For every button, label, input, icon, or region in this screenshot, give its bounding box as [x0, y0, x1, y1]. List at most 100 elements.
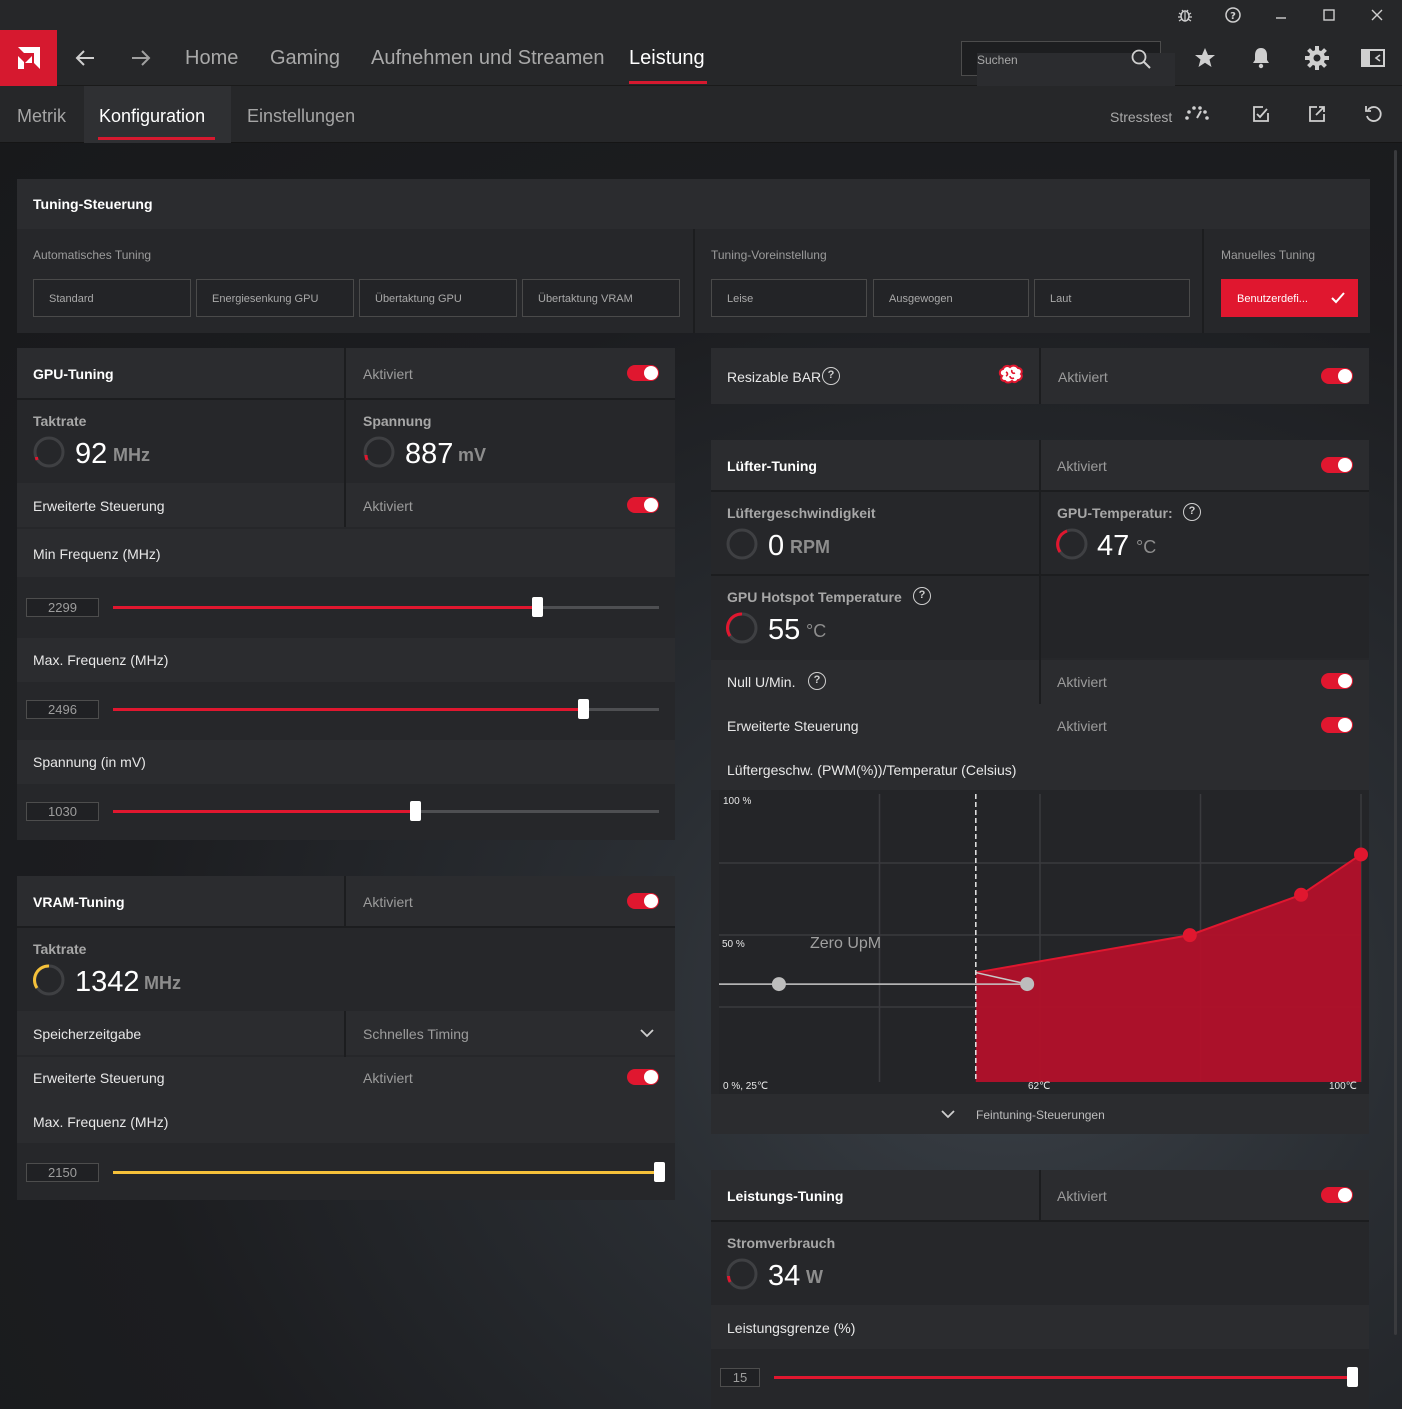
min-freq-slider[interactable] [113, 597, 659, 617]
voltage-slider-value[interactable]: 1030 [26, 802, 99, 821]
voltage-slider[interactable] [113, 801, 659, 821]
fine-tuning-row[interactable] [711, 1094, 1369, 1134]
search-icon[interactable] [1130, 48, 1152, 75]
star-icon[interactable] [1188, 41, 1222, 75]
divider [1039, 348, 1041, 404]
memory-timing-label: Speicherzeitgabe [33, 1026, 142, 1042]
gear-icon[interactable] [1300, 41, 1334, 75]
sidebar-toggle-icon[interactable] [1356, 41, 1390, 75]
power-limit-slider[interactable] [774, 1367, 1358, 1387]
chevron-down-icon[interactable] [940, 1108, 956, 1120]
hotspot-value: 55 [768, 614, 801, 646]
max-freq-value[interactable]: 2496 [26, 700, 99, 719]
preset-loud-button[interactable]: Laut [1034, 279, 1190, 317]
gpu-temp-help-icon[interactable]: ? [1183, 503, 1201, 521]
zero-rpm-point-1[interactable] [771, 977, 786, 992]
tab-metrik[interactable]: Metrik [17, 106, 66, 126]
vram-max-freq-slider[interactable] [113, 1162, 665, 1182]
zero-rpm-status: Aktiviert [1057, 674, 1107, 690]
scrollbar[interactable] [1394, 150, 1397, 1335]
speedometer-icon[interactable] [1183, 104, 1211, 127]
preset-quiet-button[interactable]: Leise [711, 279, 867, 317]
tab-einstellungen[interactable]: Einstellungen [247, 106, 356, 126]
gpu-advanced-toggle[interactable] [627, 497, 659, 513]
stresstest-label[interactable]: Stresstest [1110, 109, 1173, 125]
bug-icon[interactable] [1165, 0, 1205, 30]
power-limit-thumb[interactable] [1347, 1367, 1358, 1387]
max-freq-slider[interactable] [113, 699, 659, 719]
bell-icon[interactable] [1244, 41, 1278, 75]
minimize-icon[interactable] [1261, 0, 1301, 30]
power-tuning-toggle[interactable] [1321, 1187, 1353, 1203]
empty-cell [1041, 576, 1369, 658]
memory-timing-row [17, 1011, 675, 1055]
min-freq-row [17, 529, 675, 577]
hotspot-help-icon[interactable]: ? [913, 587, 931, 605]
vram-clock-gauge-icon [33, 964, 65, 996]
divider [344, 876, 346, 926]
vram-advanced-toggle[interactable] [627, 1069, 659, 1085]
min-freq-value[interactable]: 2299 [26, 598, 99, 617]
forward-arrow-icon[interactable] [113, 30, 169, 86]
tab-home[interactable]: Home [185, 47, 239, 69]
fan-curve-chart[interactable]: Zero UpM 100 % 50 % 0 %, 25℃ 62℃ 100℃ [719, 790, 1369, 1094]
fan-advanced-row [711, 704, 1369, 748]
fan-advanced-toggle[interactable] [1321, 717, 1353, 733]
rebar-help-icon[interactable]: ? [822, 367, 840, 385]
tab-aufnehmen[interactable]: Aufnehmen und Streamen [371, 47, 605, 69]
tab-leistung[interactable]: Leistung [629, 47, 705, 69]
max-freq-thumb[interactable] [578, 699, 590, 719]
zero-rpm-toggle[interactable] [1321, 673, 1353, 689]
fan-curve-label: Lüftergeschw. (PWM(%))/Temperatur (Celsi… [727, 762, 1017, 778]
help-icon[interactable]: ? [1213, 0, 1253, 30]
vram-tuning-panel: VRAM-Tuning Aktiviert Taktrate 1342 MHz … [17, 876, 675, 1200]
divider [693, 229, 695, 333]
preset-balanced-button[interactable]: Ausgewogen [873, 279, 1029, 317]
amd-logo-icon[interactable] [0, 30, 57, 86]
hotspot-gauge-icon [726, 612, 758, 644]
zero-rpm-help-icon[interactable]: ? [808, 672, 826, 690]
search-input[interactable]: Suchen [961, 41, 1175, 103]
y-tick-0: 0 %, 25℃ [723, 1081, 768, 1092]
max-freq-fill [113, 708, 584, 711]
vram-clock-label: Taktrate [33, 941, 87, 957]
fan-curve-point-1[interactable] [1182, 928, 1197, 943]
reset-icon[interactable] [1363, 104, 1383, 129]
vram-max-freq-value[interactable]: 2150 [26, 1163, 99, 1182]
fan-curve-row [711, 748, 1369, 790]
export-profile-icon[interactable] [1307, 104, 1327, 129]
maximize-icon[interactable] [1309, 0, 1349, 30]
vram-tuning-title: VRAM-Tuning [33, 894, 125, 910]
power-limit-value[interactable]: 15 [720, 1368, 760, 1387]
sub-navigation: Metrik Konfiguration Einstellungen Stres… [0, 86, 1402, 143]
auto-power-save-button[interactable]: Energiesenkung GPU [196, 279, 354, 317]
fine-tuning-label[interactable]: Feintuning-Steuerungen [976, 1108, 1105, 1122]
memory-timing-select[interactable]: Schnelles Timing [363, 1026, 469, 1042]
manual-custom-button[interactable]: Benutzerdefi... [1221, 279, 1358, 317]
auto-overclock-vram-button[interactable]: Übertaktung VRAM [522, 279, 680, 317]
vram-tuning-toggle[interactable] [627, 893, 659, 909]
close-icon[interactable] [1357, 0, 1397, 30]
resizable-bar-panel: Resizable BAR ? Aktiviert [711, 348, 1369, 404]
min-freq-label: Min Frequenz (MHz) [33, 546, 161, 562]
min-freq-thumb[interactable] [532, 597, 544, 617]
import-profile-icon[interactable] [1251, 104, 1271, 129]
resizable-bar-toggle[interactable] [1321, 368, 1353, 384]
voltage-thumb[interactable] [409, 801, 421, 821]
auto-standard-button[interactable]: Standard [33, 279, 191, 317]
zero-rpm-point-2[interactable] [1020, 977, 1035, 992]
power-limit-fill [774, 1376, 1352, 1379]
fan-tuning-toggle[interactable] [1321, 457, 1353, 473]
auto-overclock-gpu-button[interactable]: Übertaktung GPU [359, 279, 517, 317]
fan-advanced-label: Erweiterte Steuerung [727, 718, 859, 734]
fan-curve-point-2[interactable] [1294, 887, 1309, 902]
chevron-down-icon[interactable] [639, 1027, 655, 1039]
gpu-tuning-toggle[interactable] [627, 365, 659, 381]
fan-curve-point-3[interactable] [1354, 847, 1368, 862]
tab-gaming[interactable]: Gaming [270, 47, 341, 69]
hotspot-label: GPU Hotspot Temperature [727, 589, 902, 605]
tab-konfiguration[interactable]: Konfiguration [99, 106, 206, 126]
vram-max-freq-thumb[interactable] [654, 1162, 665, 1182]
vram-max-freq-label: Max. Frequenz (MHz) [33, 1114, 169, 1130]
back-arrow-icon[interactable] [57, 30, 113, 86]
